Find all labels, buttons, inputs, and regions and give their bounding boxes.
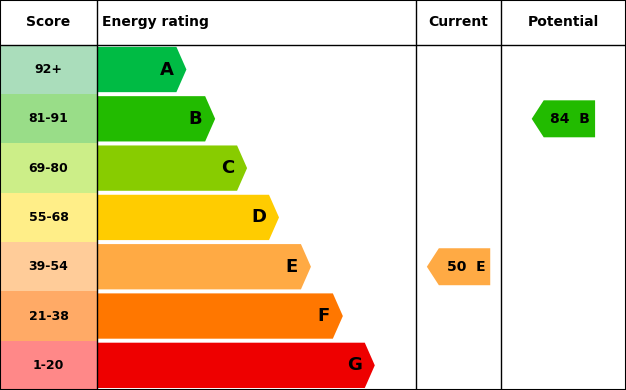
Text: 21-38: 21-38	[29, 310, 68, 323]
Polygon shape	[427, 248, 490, 285]
Text: Score: Score	[26, 16, 71, 29]
Bar	[0, 291, 97, 341]
Text: 81-91: 81-91	[29, 112, 68, 125]
Text: A: A	[160, 60, 173, 78]
Bar	[0, 193, 97, 242]
Text: 50  E: 50 E	[446, 260, 485, 274]
Polygon shape	[97, 244, 311, 289]
Text: B: B	[188, 110, 202, 128]
Polygon shape	[97, 145, 247, 191]
Text: 69-80: 69-80	[29, 161, 68, 175]
Polygon shape	[531, 100, 595, 137]
Text: E: E	[285, 258, 298, 276]
Text: 84  B: 84 B	[550, 112, 590, 126]
Polygon shape	[97, 293, 343, 339]
Text: Potential: Potential	[528, 16, 599, 29]
Text: G: G	[347, 356, 362, 374]
Text: 55-68: 55-68	[29, 211, 68, 224]
Text: 39-54: 39-54	[29, 260, 68, 273]
Bar	[0, 94, 97, 144]
Polygon shape	[97, 195, 279, 240]
Text: 92+: 92+	[34, 63, 63, 76]
Text: Current: Current	[429, 16, 488, 29]
Polygon shape	[97, 343, 375, 388]
Bar	[0, 242, 97, 291]
Bar	[0, 144, 97, 193]
Bar	[0, 341, 97, 390]
Text: C: C	[221, 159, 234, 177]
Text: Energy rating: Energy rating	[102, 16, 209, 29]
Polygon shape	[97, 96, 215, 142]
Text: F: F	[317, 307, 330, 325]
Text: D: D	[251, 208, 266, 227]
Text: 1-20: 1-20	[33, 359, 64, 372]
Polygon shape	[97, 47, 187, 92]
Bar	[0, 45, 97, 94]
